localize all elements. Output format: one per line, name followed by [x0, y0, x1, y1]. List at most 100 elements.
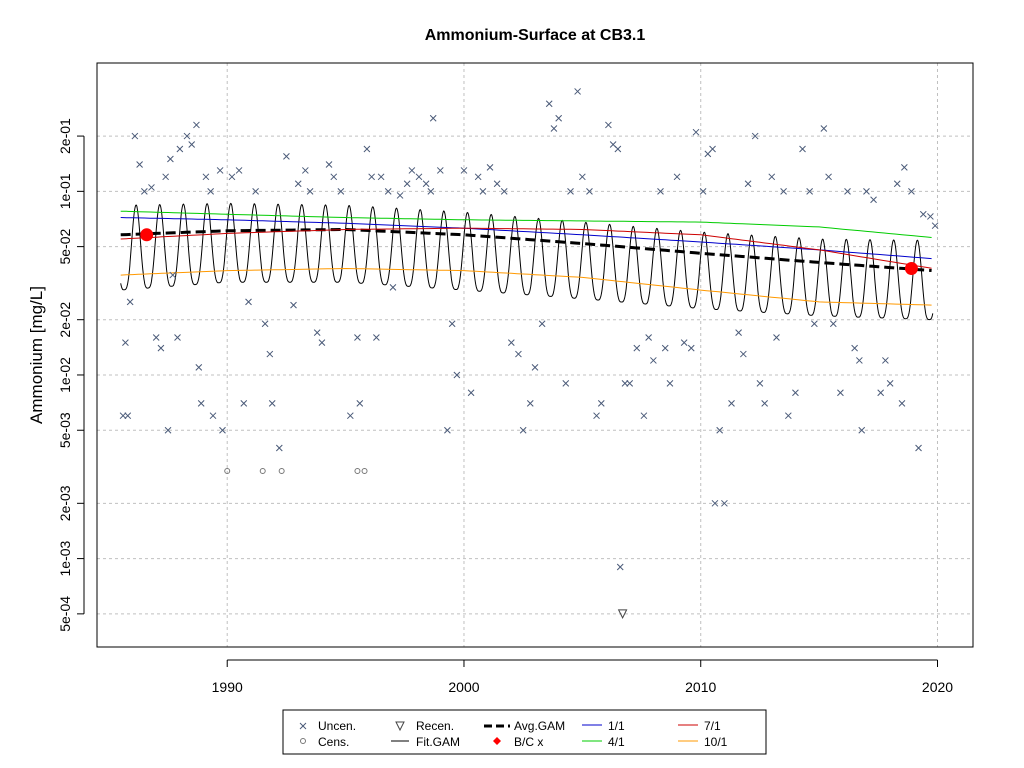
- uncensored-point: [318, 339, 326, 346]
- uncensored-point: [784, 412, 792, 420]
- uncensored-point-stroke: [900, 164, 908, 171]
- uncensored-point: [640, 412, 648, 420]
- uncensored-point-stroke: [337, 187, 345, 195]
- uncensored-point-stroke: [721, 499, 728, 507]
- uncensored-point-stroke: [744, 180, 752, 188]
- legend-entry-jan1: 1/1: [582, 719, 625, 733]
- uncensored-point: [436, 167, 444, 174]
- legend-entry-jul1: 7/1: [678, 719, 721, 733]
- uncensored-point-stroke: [176, 145, 184, 153]
- uncensored-point: [507, 339, 515, 346]
- uncensored-point-stroke: [415, 173, 423, 181]
- legend-label-censored: Cens.: [318, 735, 349, 749]
- uncensored-point-stroke: [131, 132, 139, 140]
- uncensored-point-stroke: [346, 412, 354, 420]
- uncensored-point-stroke: [354, 334, 361, 341]
- uncensored-point: [673, 173, 681, 181]
- uncensored-point-stroke: [268, 400, 276, 407]
- uncensored-point-stroke: [240, 400, 248, 407]
- uncensored-point: [751, 132, 759, 140]
- uncensored-point: [396, 192, 404, 199]
- uncensored-point-stroke: [368, 173, 375, 181]
- legend-box: [282, 709, 767, 755]
- uncensored-point-stroke: [931, 222, 939, 230]
- uncensored-point: [453, 371, 461, 379]
- uncensored-point: [444, 426, 451, 434]
- uncensored-point-stroke: [493, 180, 501, 188]
- uncensored-point: [858, 426, 866, 434]
- uncensored-point-stroke: [784, 412, 792, 420]
- uncensored-point-stroke: [122, 339, 129, 346]
- uncensored-point-stroke: [567, 187, 574, 195]
- uncensored-point-stroke: [252, 187, 259, 195]
- uncensored-point: [460, 167, 468, 174]
- recensored-marker-icon: [395, 721, 405, 732]
- uncensored-point: [593, 412, 600, 420]
- uncensored-point-stroke: [193, 121, 200, 129]
- uncensored-point: [721, 499, 728, 507]
- uncensored-point-stroke: [806, 187, 813, 195]
- uncensored-point: [882, 357, 889, 364]
- uncensored-point: [586, 187, 593, 195]
- uncensored-point: [219, 426, 226, 434]
- uncensored-point-stroke: [436, 167, 444, 174]
- uncensored-point: [761, 400, 769, 407]
- uncensored-point: [545, 100, 553, 108]
- uncensored-point: [164, 426, 172, 434]
- uncensored-point-stroke: [124, 412, 132, 420]
- uncensored-point: [240, 400, 248, 407]
- uncensored-point-stroke: [422, 180, 430, 188]
- uncensored-point: [330, 173, 338, 181]
- uncensored-point-stroke: [893, 180, 901, 188]
- uncensored-point: [829, 320, 837, 328]
- uncensored-point: [799, 145, 806, 153]
- uncensored-point-stroke: [562, 380, 570, 387]
- uncensored-point: [915, 444, 922, 452]
- legend-label-recensored: Recen.: [416, 719, 454, 733]
- uncensored-point: [157, 344, 165, 352]
- uncensored-point-stroke: [195, 364, 203, 371]
- uncensored-point: [169, 271, 177, 279]
- uncensored-point-stroke: [915, 444, 922, 452]
- uncensored-point-stroke: [396, 192, 404, 199]
- uncensored-point: [126, 298, 134, 306]
- uncensored-point: [266, 350, 274, 358]
- uncensored-point: [209, 412, 217, 420]
- y-tick-label: 5e-02: [57, 229, 73, 265]
- uncensored-point: [195, 364, 203, 371]
- uncensored-point-stroke: [384, 187, 392, 195]
- legend-entry-bc: B/C x: [493, 735, 543, 749]
- uncensored-point-stroke: [555, 114, 563, 122]
- uncensored-point-stroke: [739, 350, 747, 358]
- uncensored-point: [555, 114, 563, 122]
- uncensored-point: [301, 167, 309, 174]
- uncensored-point-stroke: [474, 173, 482, 181]
- uncensored-point: [626, 380, 634, 387]
- uncensored-point: [346, 412, 354, 420]
- uncensored-point-stroke: [460, 167, 468, 174]
- uncensored-point: [574, 88, 581, 95]
- uncensored-point-stroke: [157, 344, 165, 352]
- uncensored-point-stroke: [858, 426, 866, 434]
- uncensored-point: [245, 298, 252, 306]
- uncensored-point: [661, 344, 669, 352]
- uncensored-point-stroke: [197, 400, 205, 407]
- jul1-line: [120, 227, 932, 269]
- x-tick-label: 2000: [448, 679, 479, 695]
- uncensored-point-stroke: [283, 153, 290, 160]
- legend: Uncen. Cens. Recen. Fit.GAM Avg.GAM B/C …: [282, 709, 767, 755]
- uncensored-point-stroke: [507, 339, 515, 346]
- legend-entry-fit-gam: Fit.GAM: [391, 735, 460, 749]
- uncensored-point: [183, 132, 191, 140]
- uncensored-point: [275, 444, 283, 452]
- uncensored-point-stroke: [294, 180, 302, 188]
- uncensored-point-stroke: [389, 284, 397, 291]
- uncensored-point-stroke: [882, 357, 889, 364]
- uncensored-point: [531, 364, 539, 371]
- legend-label-avg-gam: Avg.GAM: [514, 719, 565, 733]
- y-tick-label: 5e-03: [57, 412, 73, 448]
- uncensored-point: [427, 187, 435, 195]
- uncensored-point: [927, 213, 934, 220]
- uncensored-point: [403, 180, 411, 188]
